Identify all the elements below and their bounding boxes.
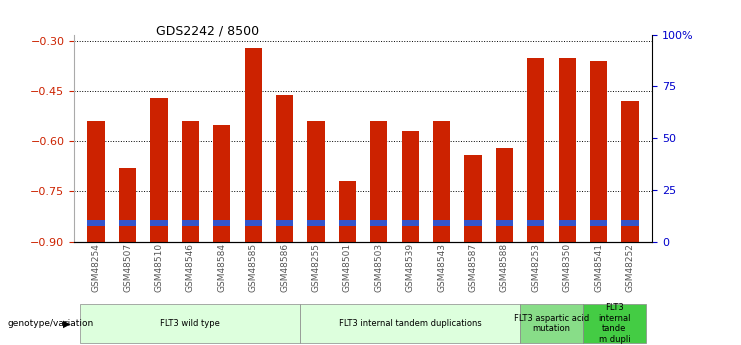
Bar <box>339 220 356 226</box>
Bar <box>370 121 388 242</box>
Bar <box>182 121 199 242</box>
Bar <box>622 101 639 242</box>
Bar <box>465 220 482 226</box>
Bar <box>119 168 136 241</box>
Bar <box>527 220 545 226</box>
Bar <box>433 121 451 242</box>
Bar <box>559 220 576 226</box>
Bar <box>245 220 262 226</box>
Text: FLT3 internal tandem duplications: FLT3 internal tandem duplications <box>339 319 482 328</box>
Bar <box>150 220 167 226</box>
Bar <box>308 121 325 242</box>
Text: FLT3 aspartic acid
mutation: FLT3 aspartic acid mutation <box>514 314 589 333</box>
Text: genotype/variation: genotype/variation <box>7 319 93 328</box>
Bar <box>402 220 419 226</box>
Bar <box>559 58 576 241</box>
Bar <box>276 95 293 241</box>
Text: FLT3 wild type: FLT3 wild type <box>160 319 220 328</box>
Bar <box>339 181 356 241</box>
Bar <box>433 220 451 226</box>
Bar <box>182 220 199 226</box>
Bar <box>590 220 608 226</box>
Bar <box>370 220 388 226</box>
Bar <box>402 131 419 241</box>
Bar <box>87 220 104 226</box>
Bar <box>527 58 545 241</box>
Bar <box>496 148 513 242</box>
Bar <box>622 220 639 226</box>
Bar <box>213 125 230 242</box>
Bar <box>150 98 167 241</box>
Bar <box>308 220 325 226</box>
Bar <box>87 121 104 242</box>
Bar <box>213 220 230 226</box>
Bar <box>496 220 513 226</box>
Text: FLT3
internal
tande
m dupli: FLT3 internal tande m dupli <box>598 303 631 344</box>
Bar <box>590 61 608 241</box>
Bar <box>245 48 262 242</box>
Text: ▶: ▶ <box>63 318 70 328</box>
Bar <box>276 220 293 226</box>
Bar <box>465 155 482 242</box>
Text: GDS2242 / 8500: GDS2242 / 8500 <box>156 24 259 37</box>
Bar <box>119 220 136 226</box>
